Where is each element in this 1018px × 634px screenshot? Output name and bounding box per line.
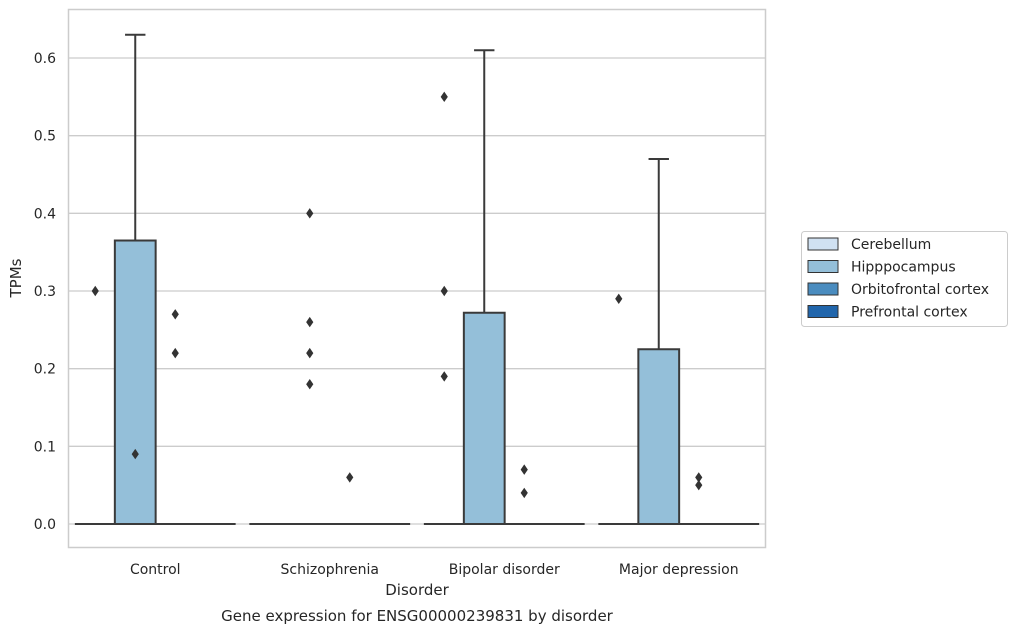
outlier-point xyxy=(695,479,703,491)
y-tick-labels: 0.0 0.1 0.2 0.3 0.4 0.5 0.6 xyxy=(34,51,56,533)
chart-caption: Gene expression for ENSG00000239831 by d… xyxy=(221,607,614,625)
outlier-point xyxy=(695,472,703,483)
outlier-point xyxy=(306,347,314,359)
outlier-point xyxy=(306,379,314,390)
legend-swatch xyxy=(807,237,839,251)
outlier-point xyxy=(306,316,314,328)
box-plots xyxy=(74,33,760,525)
box-hipppocampus xyxy=(462,49,506,525)
y-tick-label: 0.1 xyxy=(34,439,56,455)
outlier-point xyxy=(346,472,354,483)
legend-frame xyxy=(801,231,1008,327)
x-axis-title: Disorder xyxy=(385,581,449,599)
outlier-point xyxy=(520,464,528,475)
legend-swatch xyxy=(807,260,839,273)
legend-label: Orbitofrontal cortex xyxy=(851,282,989,298)
x-tick-label: Control xyxy=(130,562,181,578)
box-hipppocampus xyxy=(637,157,681,525)
outlier-point xyxy=(440,91,448,103)
outlier-point xyxy=(171,309,179,320)
legend-label: Cerebellum xyxy=(851,237,931,253)
box xyxy=(462,311,506,525)
outlier-point xyxy=(171,347,179,359)
legend-swatch xyxy=(807,282,839,296)
box xyxy=(113,239,157,525)
y-tick-label: 0.0 xyxy=(34,517,56,533)
outlier-point xyxy=(131,448,139,460)
y-tick-label: 0.2 xyxy=(34,362,56,378)
outlier-point xyxy=(91,285,99,297)
x-tick-label: Schizophrenia xyxy=(281,562,379,578)
outlier-point xyxy=(306,208,314,219)
y-tick-label: 0.4 xyxy=(34,206,56,222)
x-tick-labels: Control Schizophrenia Bipolar disorder Majo… xyxy=(130,562,739,578)
box xyxy=(637,348,681,525)
outlier-point xyxy=(615,293,623,304)
outlier-point xyxy=(440,285,448,297)
outlier-point xyxy=(440,371,448,382)
y-tick-label: 0.5 xyxy=(34,129,56,145)
outlier-points xyxy=(91,91,703,499)
outlier-point xyxy=(520,487,528,499)
box-hipppocampus xyxy=(113,33,157,525)
y-tick-label: 0.6 xyxy=(34,51,56,67)
legend-swatch xyxy=(807,305,839,318)
legend: Cerebellum Hipppocampus Orbitofrontal cort… xyxy=(801,231,1008,327)
x-tick-label: Bipolar disorder xyxy=(449,562,560,578)
y-axis-title: TPMs xyxy=(7,258,25,298)
x-tick-label: Major depression xyxy=(619,562,739,578)
legend-label: Hipppocampus xyxy=(851,260,956,276)
y-tick-label: 0.3 xyxy=(34,284,56,300)
legend-label: Prefrontal cortex xyxy=(851,305,968,321)
